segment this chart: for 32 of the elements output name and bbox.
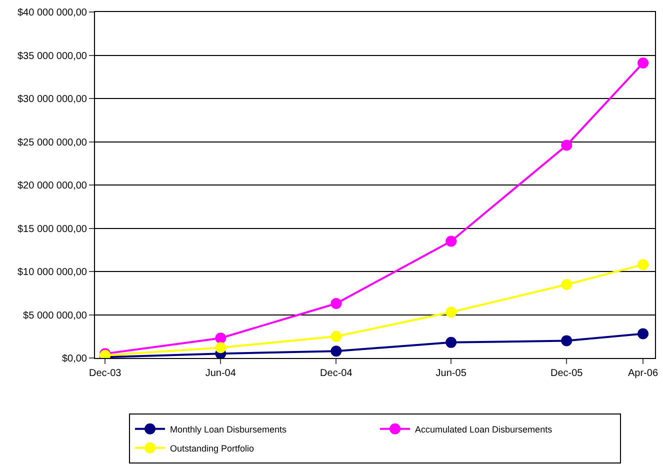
y-tick-label: $30 000 000,00 <box>17 94 88 105</box>
legend-label: Monthly Loan Disbursements <box>170 424 288 434</box>
point <box>561 278 572 290</box>
point <box>215 332 226 344</box>
x-tick-label: Dec-04 <box>320 368 353 379</box>
point <box>215 342 226 354</box>
y-tick-label: $0,00 <box>62 354 88 364</box>
y-tick-label: $25 000 000,00 <box>17 137 88 148</box>
x-tick-label: Jun-04 <box>205 368 236 379</box>
point <box>330 330 342 342</box>
point <box>638 259 648 270</box>
point <box>561 140 572 151</box>
y-tick-label: $35 000 000,00 <box>17 50 88 62</box>
x-tick-label: Jun-05 <box>436 368 467 379</box>
y-tick-label: $5 000 000,00 <box>23 310 88 322</box>
point <box>446 306 457 318</box>
point <box>330 346 342 357</box>
y-tick-label: $40 000 000,00 <box>17 8 88 18</box>
y-tick-label: $20 000 000,00 <box>17 180 88 192</box>
legend-label: Outstanding Portfolio <box>170 443 254 454</box>
point <box>446 336 457 348</box>
point <box>638 58 648 69</box>
y-tick-label: $10 000 000,00 <box>17 267 88 278</box>
point <box>446 236 457 247</box>
x-tick-label: Apr-06 <box>628 368 658 379</box>
x-tick-label: Dec-03 <box>88 368 122 379</box>
y-tick-label: $15 000 000,00 <box>17 224 88 235</box>
x-tick-label: Dec-05 <box>550 368 584 379</box>
point <box>330 298 342 310</box>
point <box>638 328 648 340</box>
legend-label: Accumulated Loan Disbursements <box>415 424 553 434</box>
point <box>561 335 572 346</box>
